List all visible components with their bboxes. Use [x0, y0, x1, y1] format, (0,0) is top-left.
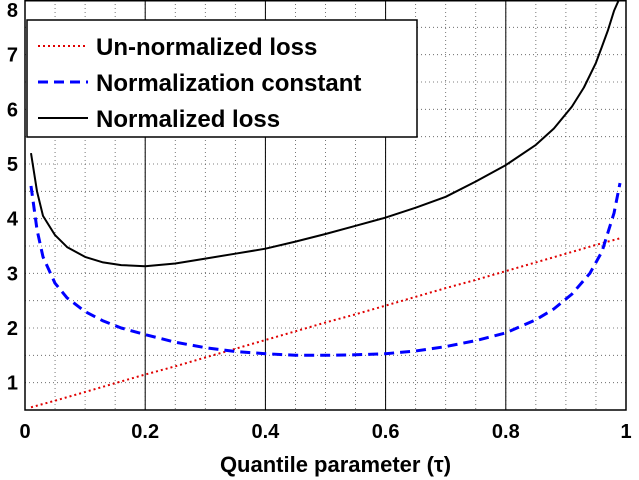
- series-line-0: [30, 237, 621, 409]
- y-tick-label: 6: [7, 99, 18, 121]
- plot-frame: [24, 0, 627, 411]
- tick-labels: 0 0.2 0.4 0.6 0.8 1 1 2 3 4 5 6 7 8: [7, 0, 632, 443]
- legend-label-0: Un-normalized loss: [96, 34, 317, 61]
- series-group: [29, 0, 622, 409]
- legend: Un-normalized loss Normalization constant…: [26, 19, 418, 138]
- series-line-2: [30, 0, 620, 268]
- y-tick-label: 3: [7, 263, 18, 285]
- legend-label-1: Normalization constant: [96, 70, 361, 97]
- y-tick-label: 7: [7, 45, 18, 67]
- x-tick-label: 0.8: [492, 421, 520, 443]
- legend-label-2: Normalized loss: [96, 106, 280, 133]
- legend-box: [26, 19, 418, 138]
- x-tick-label: 1: [620, 421, 631, 443]
- x-tick-label: 0.6: [372, 421, 400, 443]
- y-tick-label: 8: [7, 0, 18, 22]
- y-tick-label: 2: [7, 318, 18, 340]
- y-tick-label: 4: [7, 209, 19, 231]
- x-tick-label: 0: [19, 421, 30, 443]
- x-tick-label: 0.2: [131, 421, 159, 443]
- x-axis-label: Quantile parameter (τ): [220, 452, 451, 477]
- x-tick-label: 0.4: [251, 421, 280, 443]
- y-tick-label: 1: [7, 373, 18, 395]
- series-line-1: [29, 182, 622, 357]
- y-tick-label: 5: [7, 154, 18, 176]
